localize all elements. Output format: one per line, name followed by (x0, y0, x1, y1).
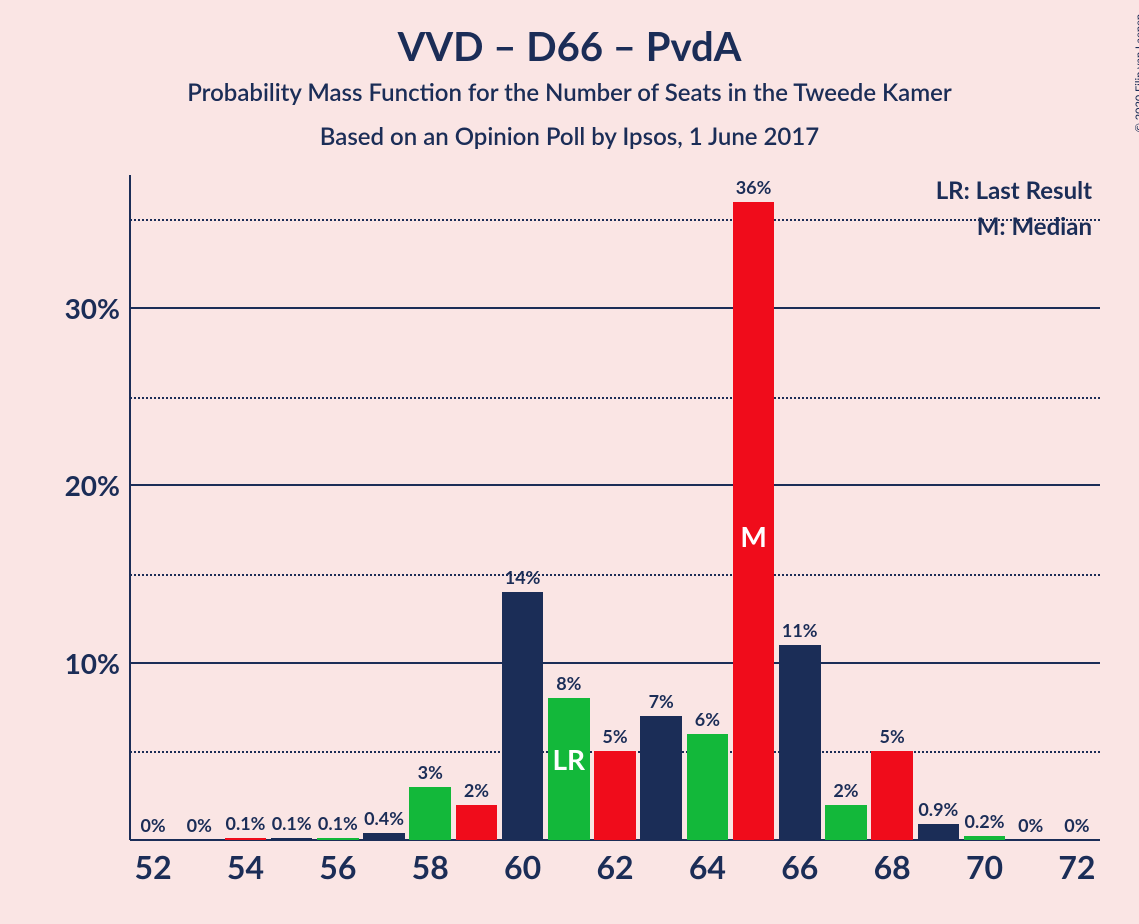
legend: LR: Last Result M: Median (936, 173, 1092, 245)
gridline (130, 307, 1100, 309)
y-axis-label: 20% (30, 468, 120, 502)
bar-value-label: 0% (187, 814, 212, 836)
chart-subtitle-2: Based on an Opinion Poll by Ipsos, 1 Jun… (0, 122, 1139, 151)
bar-value-label: 7% (649, 690, 674, 712)
x-axis-label: 66 (781, 847, 818, 886)
chart-container: VVD – D66 – PvdA Probability Mass Functi… (0, 0, 1139, 924)
bar-value-label: 2% (464, 779, 489, 801)
plot-area: LR: Last Result M: Median 10%20%30%52545… (130, 175, 1100, 840)
bar-seat-55 (271, 838, 313, 840)
bar-seat-54 (225, 838, 267, 840)
bar-value-label: 0.9% (918, 798, 958, 820)
bar-value-label: 0.2% (965, 810, 1005, 832)
x-axis-label: 60 (504, 847, 541, 886)
gridline-minor (130, 397, 1100, 399)
bar-inner-label-lr: LR (553, 742, 586, 776)
bar-value-label: 0% (140, 814, 165, 836)
bar-value-label: 36% (736, 176, 772, 198)
x-axis-label: 52 (135, 847, 172, 886)
bar-seat-61: LR (548, 698, 590, 840)
bar-seat-64 (687, 734, 729, 840)
bar-seat-68 (871, 751, 913, 840)
y-axis-label: 10% (30, 646, 120, 680)
bar-seat-62 (594, 751, 636, 840)
bar-seat-70 (964, 836, 1006, 840)
bar-seat-66 (779, 645, 821, 840)
x-axis-label: 64 (689, 847, 726, 886)
gridline-minor (130, 219, 1100, 221)
bar-value-label: 0% (1018, 814, 1043, 836)
bar-value-label: 3% (418, 761, 443, 783)
bar-seat-56 (317, 838, 359, 840)
gridline-minor (130, 574, 1100, 576)
y-axis-label: 30% (30, 291, 120, 325)
bar-value-label: 5% (880, 725, 905, 747)
x-axis-label: 54 (227, 847, 264, 886)
bar-seat-58 (409, 787, 451, 840)
bar-value-label: 11% (782, 619, 818, 641)
bar-seat-65: M (733, 202, 775, 840)
x-axis-label: 72 (1058, 847, 1095, 886)
bar-value-label: 0.1% (272, 812, 312, 834)
bar-value-label: 0.4% (364, 807, 404, 829)
bar-value-label: 0.1% (226, 812, 266, 834)
x-axis-label: 62 (596, 847, 633, 886)
x-axis-label: 58 (412, 847, 449, 886)
gridline (130, 662, 1100, 664)
bar-value-label: 6% (695, 708, 720, 730)
bar-seat-63 (640, 716, 682, 840)
bar-value-label: 0.1% (318, 812, 358, 834)
chart-title: VVD – D66 – PvdA (0, 22, 1139, 70)
legend-m: M: Median (936, 209, 1092, 245)
bar-value-label: 0% (1064, 814, 1089, 836)
bar-seat-60 (502, 592, 544, 840)
bar-value-label: 5% (602, 725, 627, 747)
chart-subtitle-1: Probability Mass Function for the Number… (0, 78, 1139, 107)
legend-lr: LR: Last Result (936, 173, 1092, 209)
x-axis-label: 70 (966, 847, 1003, 886)
x-axis-label: 56 (319, 847, 356, 886)
bar-value-label: 8% (556, 672, 581, 694)
bar-seat-67 (825, 805, 867, 840)
x-axis-label: 68 (874, 847, 911, 886)
bar-seat-57 (363, 833, 405, 840)
bar-inner-label-m: M (740, 519, 766, 553)
bar-seat-59 (456, 805, 498, 840)
bar-value-label: 14% (505, 566, 541, 588)
y-axis (129, 175, 131, 840)
bar-value-label: 2% (833, 779, 858, 801)
gridline (130, 484, 1100, 486)
bar-seat-69 (918, 824, 960, 840)
copyright-text: © 2020 Filip van Laenen (1133, 14, 1139, 132)
